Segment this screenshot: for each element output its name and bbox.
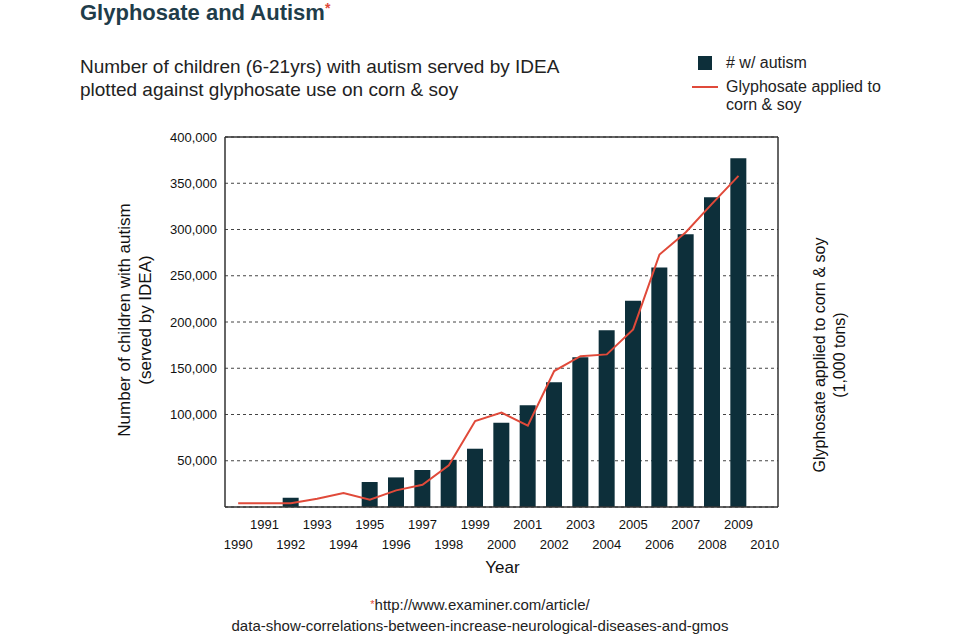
svg-text:2010: 2010 (750, 537, 779, 552)
svg-text:350,000: 350,000 (170, 176, 217, 191)
svg-text:1995: 1995 (355, 517, 384, 532)
svg-text:2004: 2004 (592, 537, 621, 552)
svg-text:1999: 1999 (461, 517, 490, 532)
html-text:*http://www.examiner.com/artic: *http://www.examiner.com/article/ (370, 596, 590, 613)
svg-text:1994: 1994 (329, 537, 358, 552)
svg-text:250,000: 250,000 (170, 268, 217, 283)
svg-text:2009: 2009 (724, 517, 753, 532)
svg-text:2007: 2007 (671, 517, 700, 532)
html-text:Glyphosate and Autism*: Glyphosate and Autism* (80, 0, 331, 25)
html-text:# w/ autism: # w/ autism (726, 54, 807, 71)
svg-text:1997: 1997 (408, 517, 437, 532)
svg-text:1993: 1993 (303, 517, 332, 532)
html-text:Number of children with autism: Number of children with autism (115, 203, 134, 437)
svg-text:1998: 1998 (434, 537, 463, 552)
svg-text:100,000: 100,000 (170, 407, 217, 422)
svg-text:50,000: 50,000 (177, 453, 217, 468)
html-text:Year: Year (485, 558, 520, 577)
svg-text:1996: 1996 (382, 537, 411, 552)
svg-text:2001: 2001 (513, 517, 542, 532)
html-text:plotted against glyphosate use: plotted against glyphosate use on corn &… (80, 79, 459, 100)
html-text:Glyphosate applied to corn & s: Glyphosate applied to corn & soy (811, 237, 828, 473)
svg-text:2002: 2002 (540, 537, 569, 552)
svg-text:2000: 2000 (487, 537, 516, 552)
svg-text:2008: 2008 (698, 537, 727, 552)
svg-text:2005: 2005 (619, 517, 648, 532)
svg-text:1991: 1991 (250, 517, 279, 532)
html-text:(served by IDEA): (served by IDEA) (136, 255, 155, 385)
svg-text:300,000: 300,000 (170, 222, 217, 237)
svg-text:200,000: 200,000 (170, 315, 217, 330)
svg-text:2006: 2006 (645, 537, 674, 552)
html-text:Glyphosate applied to corn & s: Glyphosate applied to corn & soy (726, 78, 881, 113)
svg-text:1992: 1992 (276, 537, 305, 552)
svg-text:150,000: 150,000 (170, 361, 217, 376)
svg-text:1990: 1990 (224, 537, 253, 552)
svg-text:2003: 2003 (566, 517, 595, 532)
html-text:Number of children (6-21yrs) w: Number of children (6-21yrs) with autism… (80, 56, 560, 77)
html-text:(1,000 tons): (1,000 tons) (831, 312, 848, 398)
html-text:data-show-correlations-between: data-show-correlations-between-increase-… (231, 617, 729, 634)
svg-text:400,000: 400,000 (170, 130, 217, 145)
